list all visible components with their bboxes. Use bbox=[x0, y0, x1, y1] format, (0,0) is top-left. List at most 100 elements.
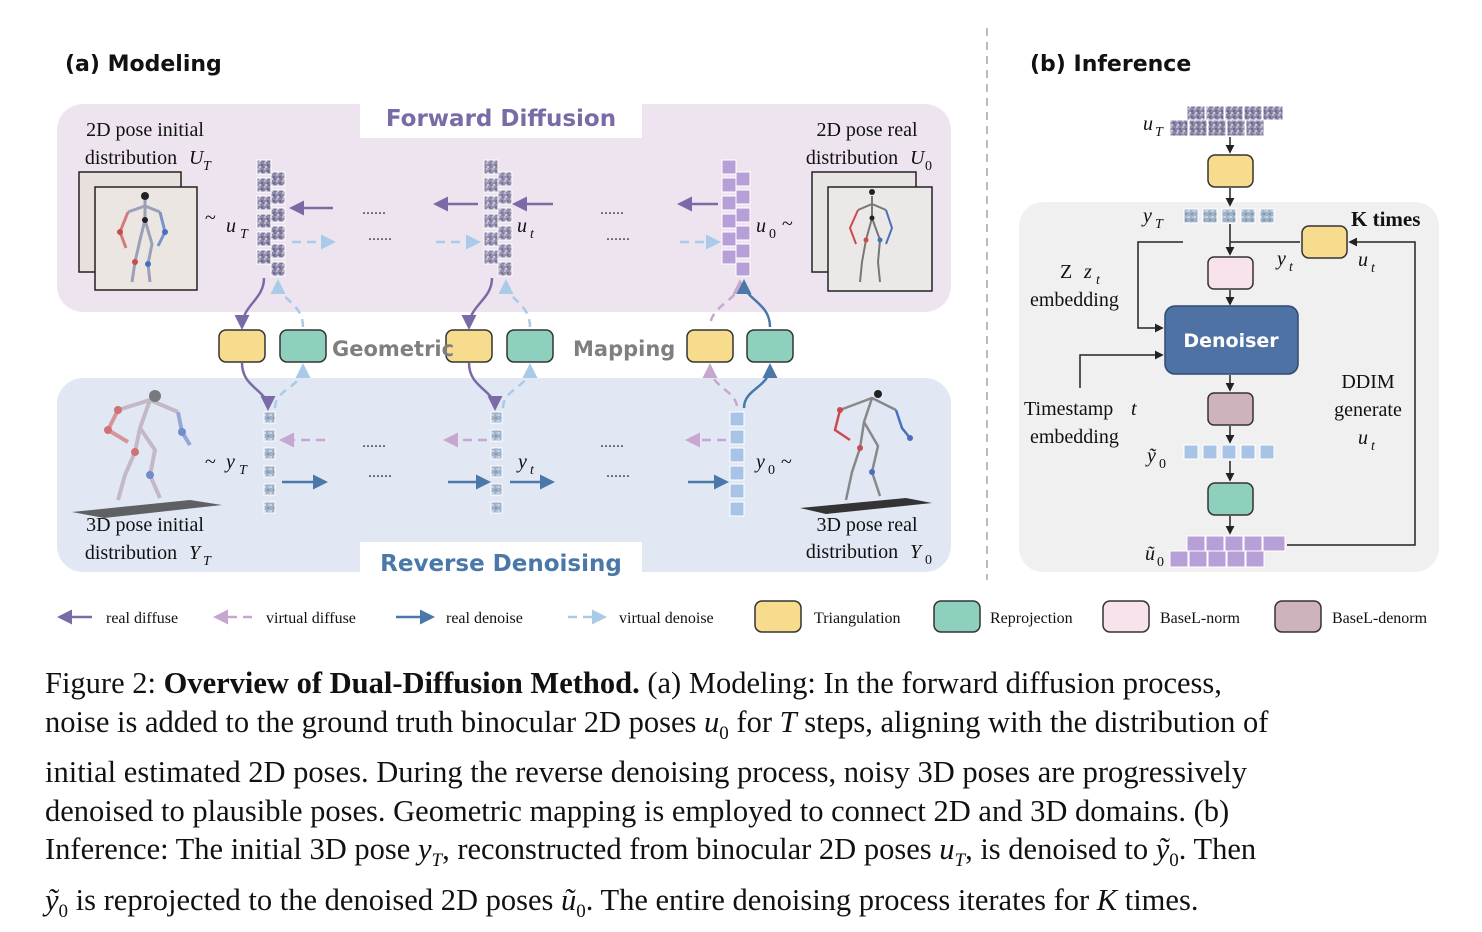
curve-virtual-diffuse-y-0 bbox=[702, 363, 739, 409]
ddim-subscript: t bbox=[1371, 439, 1376, 454]
caption-line-2-text-a: noise is added to the ground truth binoc… bbox=[45, 704, 697, 739]
reprojection-box-2 bbox=[506, 329, 554, 363]
legend-virtual-denoise-label: virtual denoise bbox=[619, 610, 714, 627]
legend: real diffuse virtual diffuse real denois… bbox=[57, 600, 1428, 633]
z-embedding-subscript: t bbox=[1096, 273, 1101, 288]
curve-virtual-denoise-y-T bbox=[273, 363, 311, 409]
arrow-loop-back bbox=[1287, 237, 1416, 546]
real3d-symbol: Y bbox=[910, 541, 923, 563]
triangulation-box-2 bbox=[445, 329, 493, 363]
caption-math-sub-T: T bbox=[431, 850, 443, 872]
inference-u-0-tiles bbox=[1169, 535, 1286, 568]
caption-line-6-text-f: . The entire denoising process iterates … bbox=[585, 883, 1090, 918]
legend-real-diffuse-label: real diffuse bbox=[106, 610, 178, 627]
ddim-symbol: u bbox=[1358, 427, 1368, 449]
inference-u-t-subscript: t bbox=[1371, 261, 1376, 276]
u-T-subscript: T bbox=[240, 227, 249, 242]
panel-a-title: (a) Modeling bbox=[65, 52, 222, 77]
u-t-symbol: u bbox=[517, 215, 527, 237]
real2d-label-line1: 2D pose real bbox=[816, 119, 918, 141]
caption-line-5-text-g: , is denoised to bbox=[965, 832, 1149, 867]
timestamp-line2: embedding bbox=[1030, 426, 1119, 448]
denoiser-label: Denoiser bbox=[1183, 330, 1279, 352]
inference-basel-denorm-box bbox=[1207, 392, 1254, 426]
dots-reverse-1b: ...... bbox=[368, 464, 392, 481]
real2d-subscript: 0 bbox=[925, 159, 932, 174]
inference-y-T-symbol: y bbox=[1141, 205, 1152, 227]
forward-label-tab bbox=[360, 98, 642, 138]
u-T-tilde: ~ bbox=[205, 207, 216, 229]
dots-reverse-2b: ...... bbox=[606, 464, 630, 481]
dots-forward-2b: ...... bbox=[606, 227, 630, 244]
u-T-symbol: u bbox=[226, 215, 236, 237]
inference-u-0-subscript: 0 bbox=[1157, 555, 1164, 570]
ddim-line2: generate bbox=[1334, 399, 1402, 421]
legend-basel-norm-swatch bbox=[1102, 600, 1150, 633]
caption-math-y: y bbox=[417, 832, 432, 867]
reverse-denoising-label: Reverse Denoising bbox=[380, 551, 622, 577]
caption-math-sub-0c: 0 bbox=[576, 901, 586, 923]
real3d-subscript: 0 bbox=[925, 553, 932, 568]
init2d-label-line1: 2D pose initial bbox=[86, 119, 204, 141]
reprojection-box-3 bbox=[746, 329, 794, 363]
denoiser-box bbox=[1164, 305, 1299, 375]
real2d-pose-image bbox=[811, 171, 933, 292]
init3d-label-line1: 3D pose initial bbox=[86, 514, 204, 536]
z-embedding-symbol: z bbox=[1083, 261, 1092, 283]
init2d-pose-image bbox=[78, 171, 198, 291]
inference-y-T-tiles bbox=[1183, 208, 1275, 224]
caption-line-6: ỹ0 is reprojected to the denoised 2D pos… bbox=[45, 881, 1465, 932]
caption-math-u: u bbox=[704, 704, 720, 739]
ddim-line1: DDIM bbox=[1341, 371, 1395, 393]
caption-bold-title: Overview of Dual-Diffusion Method. bbox=[163, 666, 640, 700]
inference-reprojection-box bbox=[1207, 482, 1254, 516]
caption-line-4: denoised to plausible poses. Geometric m… bbox=[45, 793, 1230, 828]
init2d-symbol: U bbox=[189, 147, 205, 169]
legend-triangulation-label: Triangulation bbox=[814, 610, 901, 627]
caption-line-5-text-d: , reconstructed from binocular 2D poses bbox=[442, 832, 932, 867]
legend-basel-denorm-swatch bbox=[1274, 600, 1322, 633]
inference-triangulation-box bbox=[1207, 154, 1254, 188]
legend-basel-norm-label: BaseL-norm bbox=[1160, 610, 1241, 627]
init2d-subscript: T bbox=[203, 159, 212, 174]
real3d-pose-image bbox=[800, 390, 932, 514]
u-0-column bbox=[721, 159, 751, 277]
dots-forward-1a: ...... bbox=[362, 201, 386, 218]
caption-math-T: T bbox=[779, 704, 797, 739]
inference-u-T-symbol: u bbox=[1143, 113, 1153, 135]
inference-y-0-subscript: 0 bbox=[1159, 457, 1166, 472]
timestamp-symbol: t bbox=[1131, 398, 1137, 420]
y-0-symbol: y bbox=[754, 451, 765, 473]
caption-math-K: K bbox=[1096, 883, 1118, 918]
curve-real-diffuse-u-T bbox=[234, 277, 266, 330]
caption-line-1-text: (a) Modeling: In the forward diffusion p… bbox=[647, 666, 1222, 700]
curve-real-denoise-y-0 bbox=[742, 363, 778, 409]
y-t-symbol: y bbox=[516, 451, 527, 473]
inference-loop-triangulation-box bbox=[1301, 225, 1348, 259]
dots-reverse-2a: ...... bbox=[600, 434, 624, 451]
init3d-label-line2: distribution bbox=[85, 542, 177, 564]
inference-y-t-symbol: y bbox=[1275, 248, 1286, 270]
z-embedding-line2: embedding bbox=[1030, 289, 1119, 311]
dots-forward-2a: ...... bbox=[600, 201, 624, 218]
y-0-tilde: ~ bbox=[781, 451, 792, 473]
caption-line-2-text-f: steps, aligning with the distribution of bbox=[804, 704, 1269, 739]
caption-math-y-tilde-2: ỹ bbox=[45, 883, 59, 918]
y-T-symbol: y bbox=[224, 451, 235, 473]
caption-line-5-text-j: . Then bbox=[1178, 832, 1257, 867]
caption-math-sub: 0 bbox=[719, 722, 729, 744]
caption-line-5: Inference: The initial 3D pose yT, recon… bbox=[45, 830, 1465, 881]
curve-virtual-denoise-y-t bbox=[501, 363, 538, 409]
curve-real-denoise-u-0 bbox=[736, 279, 772, 328]
caption-line-5-text-a: Inference: The initial 3D pose bbox=[45, 832, 411, 867]
caption-line-6-text-h: times. bbox=[1124, 883, 1199, 918]
legend-reprojection-label: Reprojection bbox=[990, 610, 1073, 627]
curve-virtual-denoise-u-t bbox=[498, 279, 532, 328]
inference-y-t-subscript: t bbox=[1289, 260, 1294, 275]
inference-y-T-subscript: T bbox=[1155, 217, 1164, 232]
y-T-subscript: T bbox=[239, 463, 248, 478]
caption-figure-label: Figure 2: bbox=[45, 666, 156, 700]
legend-reprojection-swatch bbox=[933, 600, 981, 633]
inference-u-t-symbol: u bbox=[1358, 249, 1368, 271]
u-T-column bbox=[256, 159, 286, 277]
